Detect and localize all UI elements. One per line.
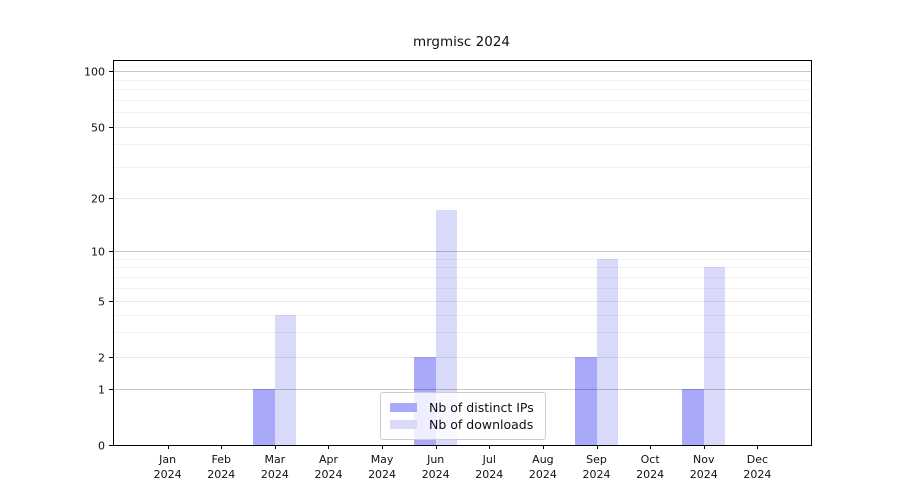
x-tick-mark — [596, 445, 598, 449]
gridline-major — [114, 71, 811, 72]
legend-item: Nb of downloads — [390, 416, 536, 433]
legend: Nb of distinct IPs Nb of downloads — [380, 392, 546, 440]
gridline-minor — [114, 166, 811, 168]
y-tick-label: 100 — [84, 65, 105, 78]
x-tick-label: Nov 2024 — [689, 453, 718, 481]
bar — [253, 389, 275, 445]
y-tick-mark — [109, 71, 114, 72]
x-tick-label: Feb 2024 — [207, 453, 236, 481]
y-tick-label: 1 — [98, 383, 105, 396]
x-tick-mark — [274, 445, 276, 449]
gridline — [114, 301, 811, 302]
gridline-minor — [114, 332, 811, 334]
x-tick-mark — [328, 445, 330, 449]
y-tick-label: 5 — [98, 295, 105, 308]
x-tick-mark — [650, 445, 652, 449]
bar — [575, 357, 597, 445]
plot-area: Nb of distinct IPs Nb of downloads 0 1 2 5 1… — [84, 60, 812, 481]
x-tick-label: Dec 2024 — [743, 453, 772, 481]
y-tick-mark — [109, 301, 114, 302]
gridline — [114, 198, 811, 199]
gridline-minor — [114, 144, 811, 146]
gridline-minor — [114, 267, 811, 269]
x-tick-mark — [221, 445, 223, 449]
legend-swatch-distinct-ips-icon — [390, 403, 417, 412]
x-tick-mark — [167, 445, 169, 449]
x-tick-mark — [382, 445, 384, 449]
y-tick-mark — [109, 445, 114, 446]
bar — [274, 314, 297, 445]
y-tick-mark — [109, 198, 114, 199]
x-tick-mark — [489, 445, 491, 449]
x-tick-label: Oct 2024 — [636, 453, 665, 481]
x-tick-label: Sep 2024 — [582, 453, 611, 481]
bar — [596, 258, 619, 445]
y-tick-label: 10 — [91, 245, 105, 258]
x-tick-mark — [703, 445, 705, 449]
x-tick-label: Jun 2024 — [421, 453, 450, 481]
gridline-minor — [114, 99, 811, 101]
x-tick-label: Jul 2024 — [475, 453, 504, 481]
y-tick-mark — [109, 251, 114, 252]
x-tick-mark — [757, 445, 759, 449]
gridline-minor — [114, 79, 811, 81]
legend-item: Nb of distinct IPs — [390, 399, 536, 416]
gridline — [114, 357, 811, 358]
gridline-minor — [114, 314, 811, 316]
gridline-major — [114, 389, 811, 390]
gridline-minor — [114, 287, 811, 289]
x-tick-label: Mar 2024 — [260, 453, 289, 481]
legend-label: Nb of downloads — [429, 417, 534, 432]
x-tick-label: Aug 2024 — [528, 453, 557, 481]
gridline-minor — [114, 112, 811, 114]
x-tick-label: May 2024 — [368, 453, 397, 481]
y-tick-label: 2 — [98, 351, 105, 364]
gridline-minor — [114, 276, 811, 278]
legend-swatch-downloads-icon — [390, 420, 417, 429]
legend-label: Nb of distinct IPs — [429, 400, 534, 415]
y-tick-label: 50 — [91, 121, 105, 134]
gridline-minor — [114, 258, 811, 260]
x-tick-mark — [435, 445, 437, 449]
gridline-minor — [114, 89, 811, 91]
bar — [682, 389, 704, 445]
y-tick-label: 0 — [98, 439, 105, 452]
gridline-major — [114, 251, 811, 252]
y-tick-mark — [109, 357, 114, 358]
x-tick-label: Apr 2024 — [314, 453, 343, 481]
x-tick-mark — [542, 445, 544, 449]
x-tick-label: Jan 2024 — [153, 453, 182, 481]
y-tick-mark — [109, 389, 114, 390]
y-tick-mark — [109, 127, 114, 128]
bar — [703, 267, 726, 445]
bar — [435, 210, 458, 445]
chart-title: mrgmisc 2024 — [412, 34, 511, 50]
gridline — [114, 127, 811, 128]
y-tick-label: 20 — [91, 192, 105, 205]
